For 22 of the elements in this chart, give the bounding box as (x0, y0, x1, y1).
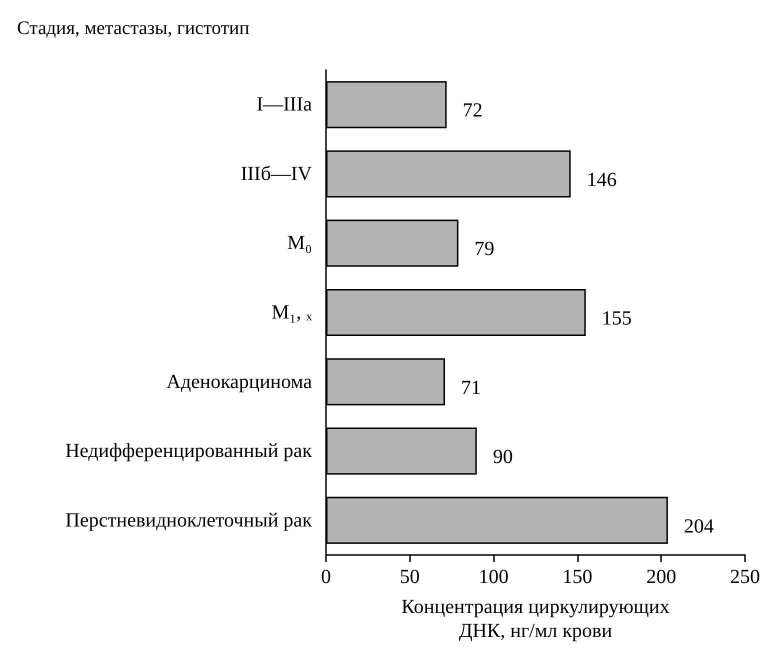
x-tick-label: 0 (321, 566, 331, 588)
data-label: 71 (460, 376, 481, 399)
y-tick-label: M₁, ₓ (271, 302, 312, 324)
x-tick-label: 150 (562, 566, 592, 588)
y-tick-label: I—IIIa (256, 94, 312, 116)
y-tick-label: M₀ (287, 232, 312, 254)
x-tick-label: 50 (400, 566, 420, 588)
data-label: 79 (474, 238, 494, 260)
data-label: 204 (684, 515, 714, 538)
data-label: 72 (462, 100, 483, 122)
data-label: 155 (602, 308, 632, 330)
y-tick-label: Перстневидноклеточный рак (65, 509, 312, 532)
y-tick-label: Аденокарцинома (166, 370, 312, 393)
x-tick-label: 100 (478, 566, 509, 588)
x-axis-title: Концентрация циркулирующих ДНК, нг/мл крови (401, 596, 670, 642)
x-tick-label: 250 (730, 566, 760, 588)
x-tick-label: 200 (646, 566, 676, 588)
y-tick-label: Недифференцированный рак (65, 440, 312, 462)
y-tick-label: IIIб—IV (240, 162, 313, 185)
data-label: 146 (586, 168, 617, 191)
data-label: 90 (492, 446, 513, 468)
y-axis-title: Стадия, метастазы, гистотип (17, 18, 250, 39)
